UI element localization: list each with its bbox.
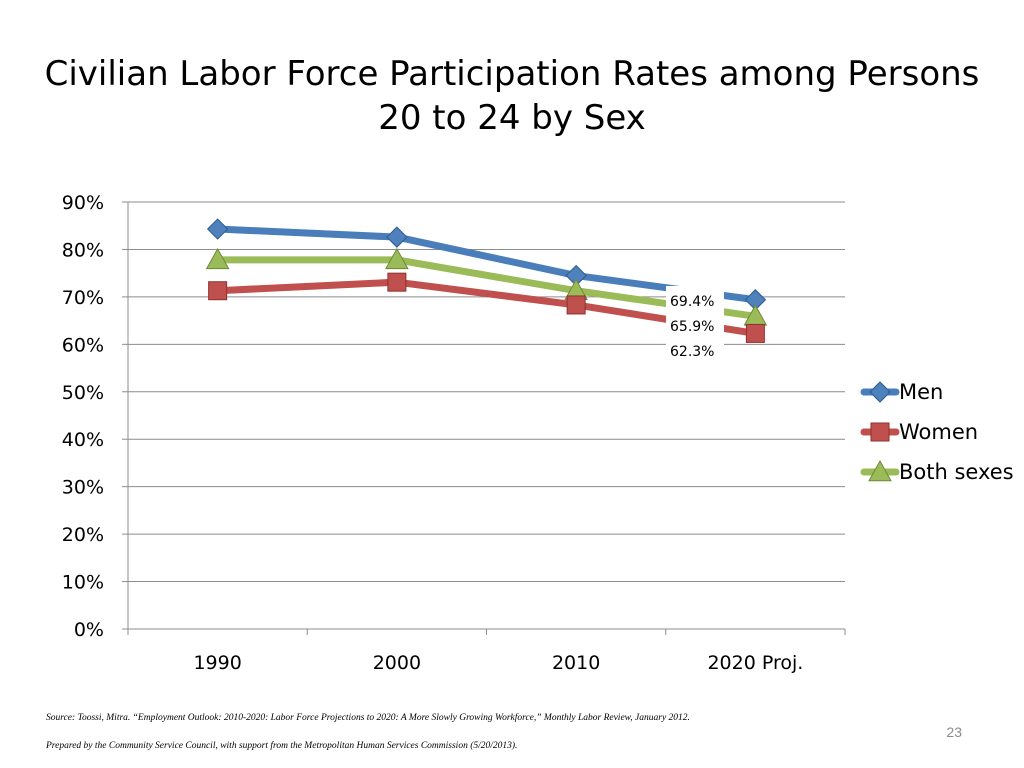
legend-marker <box>869 381 891 403</box>
y-tick-label: 50% <box>62 382 104 404</box>
series-line-women <box>214 278 759 337</box>
page-title-line-1: Civilian Labor Force Participation Rates… <box>44 54 980 94</box>
data-label: 65.9% <box>670 319 714 335</box>
source-note: Source: Toossi, Mitra. “Employment Outlo… <box>46 713 690 723</box>
legend-label: Women <box>899 420 978 444</box>
page-title-line-2: 20 to 24 by Sex <box>378 98 646 138</box>
x-tick-label: 2010 <box>552 652 600 674</box>
page-number: 23 <box>946 724 962 740</box>
y-tick-label: 70% <box>62 287 104 309</box>
y-tick-label: 60% <box>62 334 104 356</box>
y-tick-label: 20% <box>62 524 104 546</box>
x-tick-label: 1990 <box>193 652 241 674</box>
y-tick-label: 40% <box>62 429 104 451</box>
y-tick-label: 10% <box>62 572 104 594</box>
legend-label: Men <box>899 380 943 404</box>
data-label: 69.4% <box>670 294 714 310</box>
data-point <box>206 218 229 240</box>
series-line-both-sexes <box>214 256 759 320</box>
x-tick-label: 2000 <box>373 652 421 674</box>
data-point <box>205 247 230 270</box>
y-tick-label: 30% <box>62 477 104 499</box>
line-chart: 0% 10% 20% 30% 40% 50% 60% 70% 80% 90% 1990 2000 201… <box>62 192 1014 674</box>
data-point <box>745 323 765 343</box>
data-label-background <box>666 286 724 358</box>
data-point <box>387 272 407 292</box>
page-title: Civilian Labor Force Participation Rates… <box>40 52 984 140</box>
data-point <box>208 281 228 301</box>
data-label: 62.3% <box>670 344 714 360</box>
legend-label: Both sexes <box>899 460 1014 484</box>
y-tick-label: 90% <box>62 192 104 214</box>
data-point <box>385 247 409 270</box>
y-tick-label: 80% <box>62 239 104 261</box>
x-tick-label: 2020 Proj. <box>707 652 803 674</box>
data-point <box>566 295 586 315</box>
legend-marker <box>868 459 892 482</box>
prepared-by-note: Prepared by the Community Service Counci… <box>46 741 518 751</box>
y-tick-label: 0% <box>74 619 104 641</box>
series-line-men <box>214 225 759 304</box>
legend-marker <box>870 422 890 442</box>
data-point <box>386 226 408 248</box>
